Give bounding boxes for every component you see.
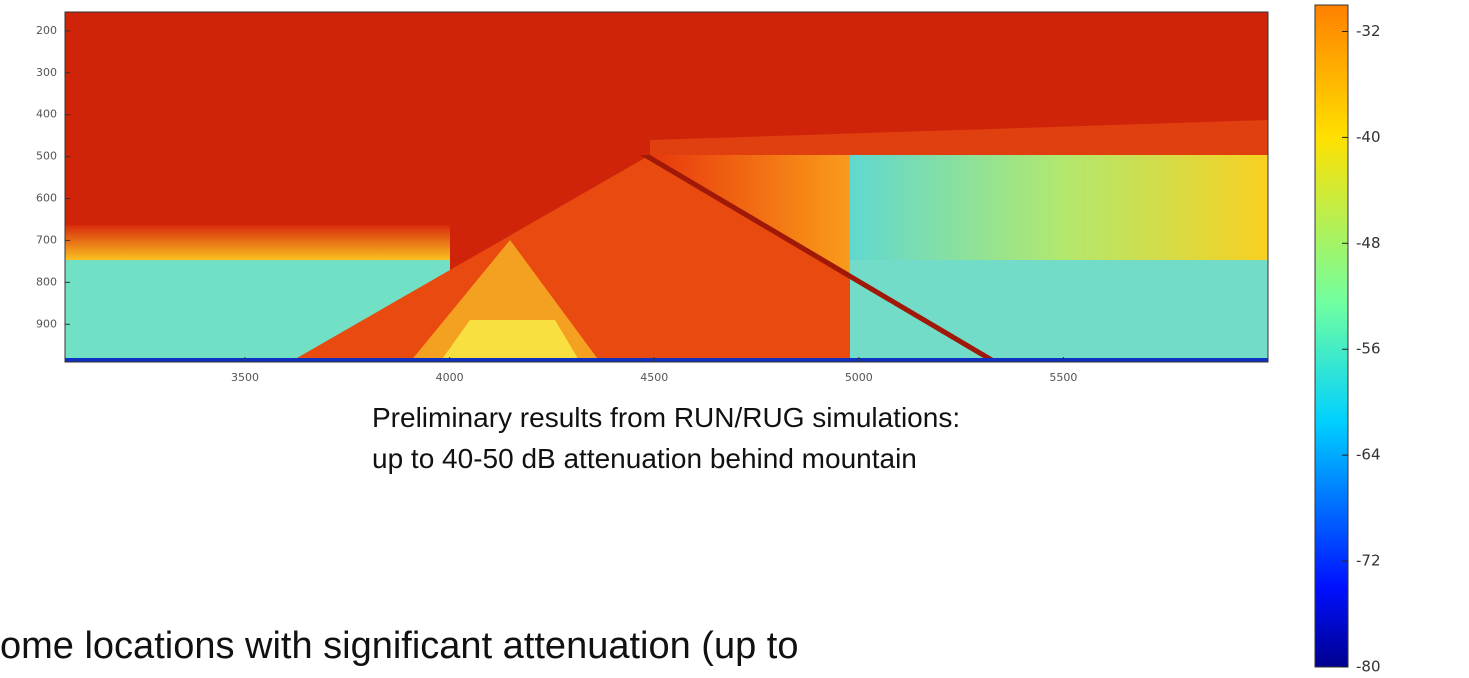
plot-frame: [64, 11, 1269, 363]
x-tick-label: 5000: [845, 371, 873, 384]
heatmap: [65, 12, 1268, 362]
colorbar-tick-label: -56: [1356, 340, 1381, 358]
colorbar-tick-label: -72: [1356, 552, 1381, 570]
y-tick-label: 800: [36, 275, 57, 288]
caption-line: Preliminary results from RUN/RUG simulat…: [372, 402, 960, 433]
x-tick-label: 4000: [436, 371, 464, 384]
colorbar-tick-label: -40: [1356, 128, 1381, 146]
colorbar-tick-label: -32: [1356, 22, 1381, 40]
x-tick-label: 5500: [1049, 371, 1077, 384]
y-tick-label: 700: [36, 233, 57, 246]
x-tick-label: 3500: [231, 371, 259, 384]
y-tick-label: 600: [36, 192, 57, 205]
colorbar-tick-label: -48: [1356, 234, 1381, 252]
x-tick-label: 4500: [640, 371, 668, 384]
y-tick-label: 400: [36, 108, 57, 121]
body-text: ome locations with significant attenuati…: [0, 625, 798, 667]
y-tick-label: 900: [36, 317, 57, 330]
colorbar: [1314, 4, 1349, 668]
caption-line: up to 40-50 dB attenuation behind mounta…: [372, 443, 917, 474]
colorbar-tick-label: -64: [1356, 446, 1381, 464]
y-tick-label: 500: [36, 150, 57, 163]
y-tick-label: 300: [36, 66, 57, 79]
colorbar-tick-label: -80: [1356, 658, 1381, 676]
y-tick-label: 200: [36, 24, 57, 37]
